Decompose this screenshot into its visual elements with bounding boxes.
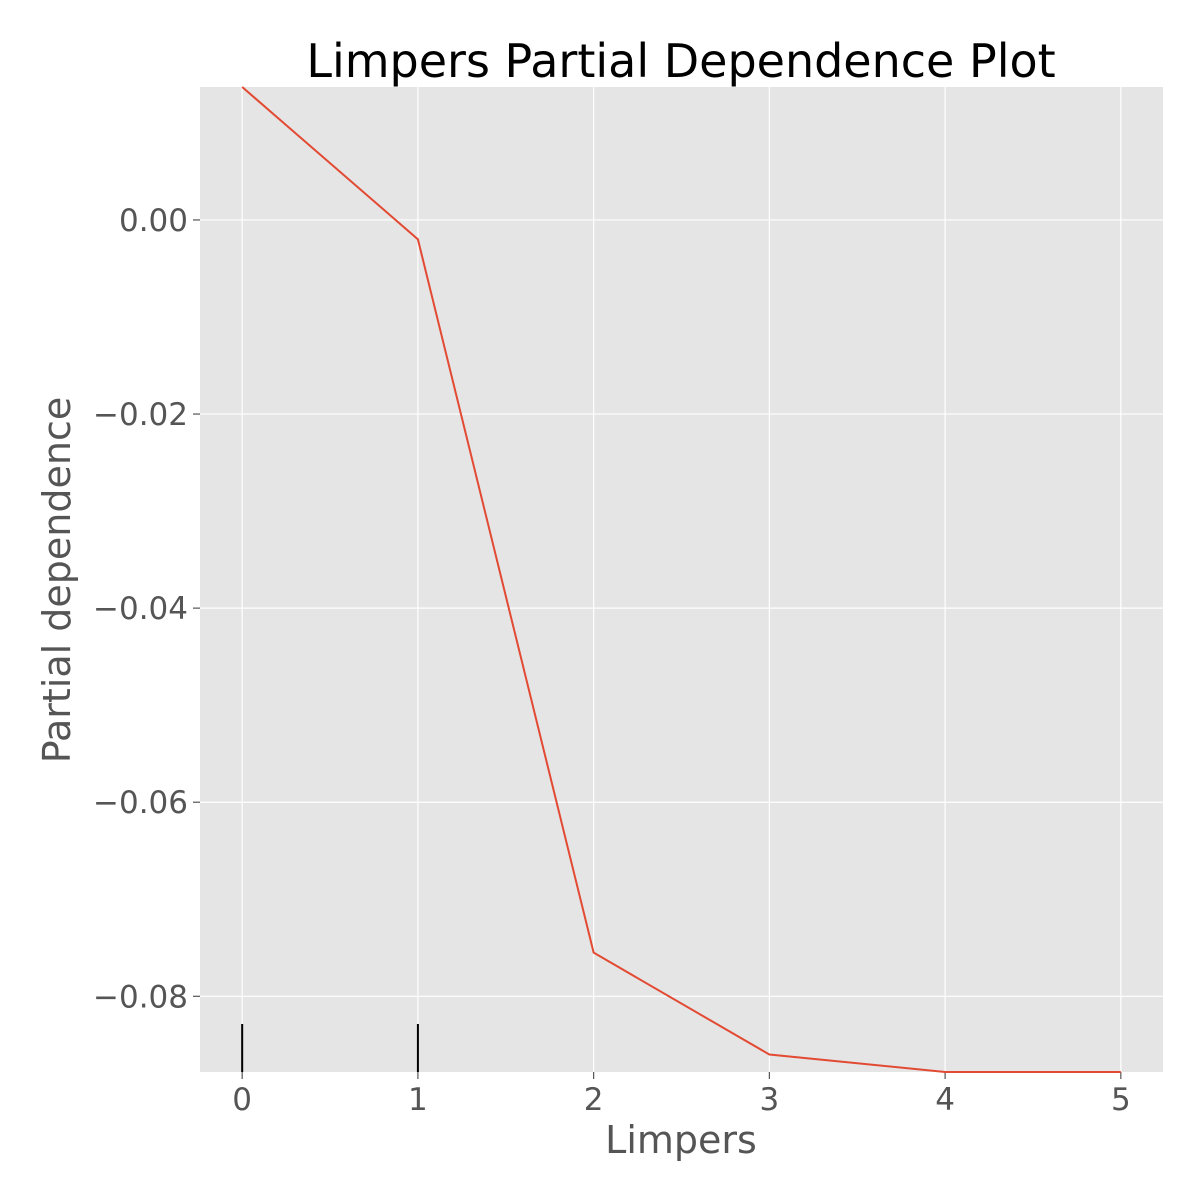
- rug-marks: [241, 1024, 419, 1072]
- x-tick-label: 3: [759, 1082, 779, 1118]
- y-tick-label: 0.00: [119, 203, 188, 239]
- x-tick-label: 1: [408, 1082, 428, 1118]
- x-tick-label: 5: [1111, 1082, 1131, 1118]
- series-line: [241, 86, 1121, 1073]
- y-tick-label: −0.08: [93, 979, 188, 1015]
- plot-area-background: [200, 87, 1163, 1072]
- y-axis-label: Partial dependence: [35, 397, 79, 763]
- y-tick-label: −0.06: [93, 785, 188, 821]
- grid-lines: [200, 87, 1163, 1072]
- axis-ticks: 0 1 2 3 4 5 0.00 −0.02 −0.04 −0.06 −0.08: [93, 203, 1131, 1118]
- x-tick-label: 2: [584, 1082, 604, 1118]
- y-tick-label: −0.02: [93, 397, 188, 433]
- x-tick-label: 0: [232, 1082, 252, 1118]
- chart-title: Limpers Partial Dependence Plot: [306, 34, 1055, 88]
- y-tick-label: −0.04: [93, 591, 188, 627]
- x-axis-label: Limpers: [605, 1118, 757, 1162]
- x-tick-label: 4: [935, 1082, 955, 1118]
